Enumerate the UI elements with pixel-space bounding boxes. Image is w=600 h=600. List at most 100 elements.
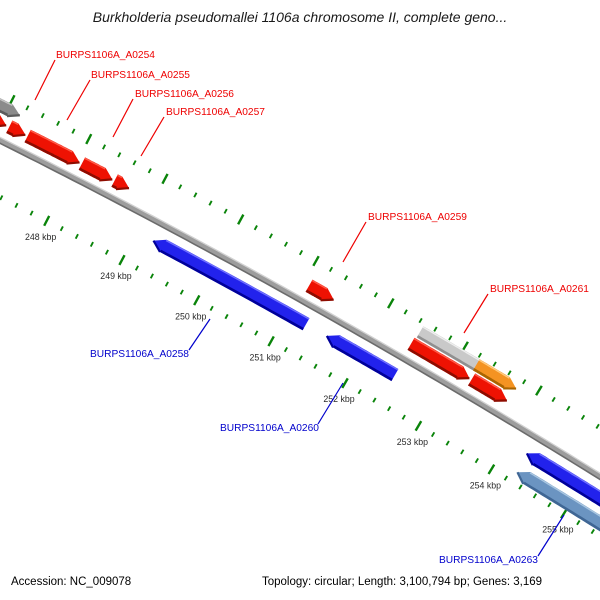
ruler-label: 251 kbp	[249, 352, 280, 362]
ruler-tick	[14, 202, 19, 209]
gene-arrow-BURPS1106A_A0261[interactable]	[416, 326, 482, 372]
ruler-label: 254 kbp	[470, 480, 501, 490]
ruler-tick	[477, 352, 483, 358]
gene-label-BURPS1106A_A0255[interactable]: BURPS1106A_A0255	[91, 70, 190, 81]
ruler-tick	[313, 363, 318, 369]
gene-arrow-highlight	[474, 373, 501, 391]
ruler-tick	[328, 372, 333, 378]
ruler-tick	[40, 112, 45, 119]
ruler-tick	[134, 265, 139, 271]
gene-arrow-shading	[523, 481, 600, 532]
gene-arrow-highlight	[311, 279, 328, 290]
ruler-tick	[267, 335, 275, 347]
topology-text: Topology: circular; Length: 3,100,794 bp…	[262, 576, 543, 588]
gene-arrow-shading	[468, 383, 496, 401]
ruler-label: 249 kbp	[100, 271, 131, 281]
ruler-tick	[298, 249, 304, 256]
ruler-tick	[430, 431, 436, 438]
gene-arrow-shading	[305, 289, 322, 301]
gene-arrow-head-edge	[525, 452, 534, 466]
gene-label-BURPS1106A_A0254[interactable]: BURPS1106A_A0254	[56, 50, 155, 61]
gene-arrow-BURPS1106A_A0260[interactable]	[326, 335, 399, 382]
ruler-tick	[522, 379, 527, 385]
ruler-tick	[239, 322, 244, 328]
gene-arrow-head-edge	[320, 298, 334, 302]
ruler-tick	[576, 519, 581, 526]
ruler-tick	[209, 305, 214, 312]
ruler-tick	[559, 508, 568, 519]
ruler-tick	[254, 330, 259, 336]
ruler-tick	[414, 420, 423, 432]
gene-arrow-head-edge	[66, 161, 80, 165]
gene-arrow-red-partial-left[interactable]	[0, 106, 7, 127]
gene-arrow-highlight	[413, 338, 464, 368]
gene-arrow-BURPS1106A_A0258[interactable]	[153, 239, 310, 331]
ruler-tick	[547, 502, 552, 508]
ruler-tick	[328, 266, 334, 273]
gene-label-BURPS1106A_A0261[interactable]: BURPS1106A_A0261	[490, 284, 589, 295]
label-leader-line	[140, 116, 165, 157]
gene-arrow-head-edge	[0, 124, 7, 127]
backbone-highlight	[0, 136, 600, 474]
ruler-tick	[387, 406, 392, 412]
gene-arrow-head-edge	[115, 187, 130, 191]
gene-arrow-shading	[473, 368, 505, 389]
ruler-tick	[298, 355, 303, 361]
ruler-tick	[149, 273, 154, 279]
gene-arrow-BURPS1106A_A0257[interactable]	[111, 174, 129, 190]
ruler-tick	[518, 484, 523, 490]
gene-arrow-BURPS1106A_A0254[interactable]	[6, 120, 26, 137]
ruler-tick	[56, 120, 61, 127]
gene-arrow-highlight	[165, 239, 310, 320]
gene-arrow-highlight	[30, 129, 73, 153]
ruler-tick	[503, 475, 509, 481]
ruler-label: 248 kbp	[25, 232, 56, 242]
ruler-tick	[161, 173, 169, 185]
gene-arrow-BURPS1106A_A0255[interactable]	[24, 129, 80, 164]
ruler-tick	[401, 414, 406, 420]
ruler-tick	[29, 210, 34, 216]
gene-arrow-shading	[532, 463, 600, 507]
ruler-tick	[580, 414, 586, 420]
ruler-tick	[268, 233, 273, 239]
label-leader-line	[463, 293, 489, 334]
ruler-tick	[566, 405, 571, 412]
map-title: Burkholderia pseudomallei 1106a chromoso…	[92, 9, 508, 25]
ruler-tick	[551, 396, 556, 403]
ruler-label: 253 kbp	[397, 437, 428, 447]
gene-label-BURPS1106A_A0263[interactable]: BURPS1106A_A0263	[439, 555, 538, 566]
gene-arrow-highlight	[422, 326, 481, 362]
gene-arrow-shading	[416, 335, 476, 372]
gene-arrow-highlight	[0, 98, 13, 106]
ruler-tick	[445, 440, 450, 446]
backbone-shadow-edge	[0, 142, 600, 481]
gene-label-BURPS1106A_A0258[interactable]: BURPS1106A_A0258	[90, 349, 189, 360]
gene-arrow-red-right-b[interactable]	[468, 373, 507, 401]
gene-arrow-red-right-a[interactable]	[407, 337, 470, 379]
gene-arrow-highlight	[117, 174, 123, 179]
gene-arrow-gray-partial-left[interactable]	[0, 96, 20, 117]
gene-label-BURPS1106A_A0257[interactable]: BURPS1106A_A0257	[166, 107, 265, 118]
ruler-tick	[595, 423, 600, 429]
gene-label-BURPS1106A_A0260[interactable]: BURPS1106A_A0260	[220, 423, 319, 434]
ruler-tick	[283, 241, 289, 247]
gene-arrow-shading	[24, 139, 68, 164]
gene-arrow-orange-right[interactable]	[473, 359, 517, 389]
gene-arrow-highlight	[11, 120, 19, 125]
ruler-label: 255 kbp	[542, 525, 573, 535]
gene-label-BURPS1106A_A0256[interactable]: BURPS1106A_A0256	[135, 89, 234, 100]
ruler-tick	[147, 168, 152, 174]
gene-label-BURPS1106A_A0259[interactable]: BURPS1106A_A0259	[368, 212, 467, 223]
ruler-tick	[59, 225, 64, 232]
ruler-tick	[118, 254, 126, 266]
gene-arrow-shading	[0, 109, 9, 117]
gene-arrow-BURPS1106A_A0256[interactable]	[78, 157, 113, 181]
label-leader-line	[537, 514, 565, 557]
ruler-tick	[387, 297, 395, 309]
ruler-tick	[433, 326, 438, 332]
ruler-tick	[253, 225, 258, 231]
ruler-tick	[590, 528, 595, 535]
ruler-tick	[343, 275, 349, 281]
